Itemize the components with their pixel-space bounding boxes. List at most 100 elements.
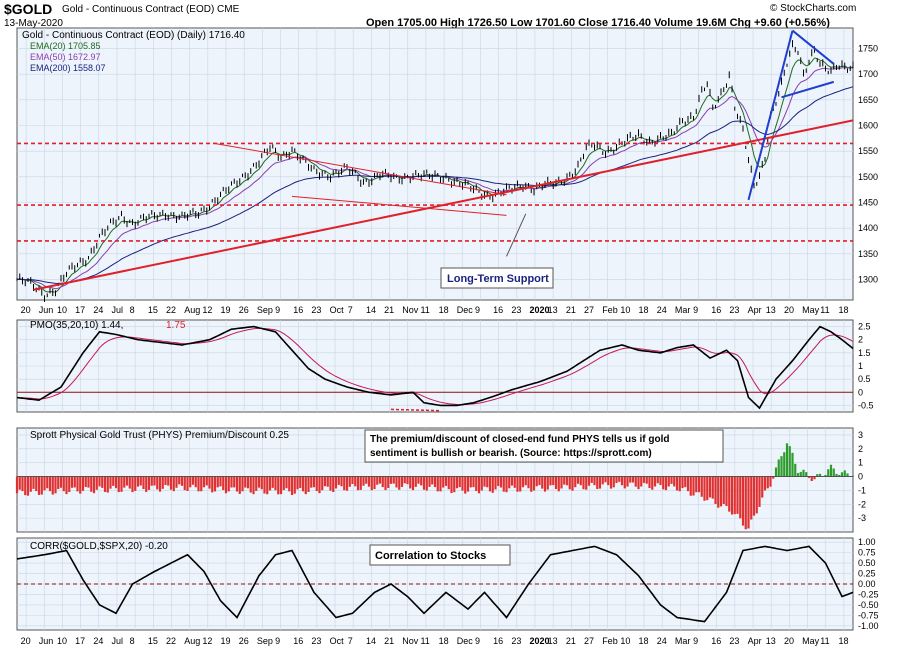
phys-bar xyxy=(686,476,690,492)
y-tick-label: -1.00 xyxy=(858,621,879,631)
phys-bar xyxy=(189,476,192,488)
phys-bar xyxy=(310,476,313,488)
phys-bar xyxy=(208,476,211,489)
phys-bar xyxy=(695,476,698,493)
phys-bar xyxy=(604,476,607,483)
x-tick-label: 22 xyxy=(166,636,176,646)
phys-bar xyxy=(475,476,478,492)
x-tick-label: 16 xyxy=(493,636,503,646)
phys-bar xyxy=(315,476,318,492)
x-tick-label: 7 xyxy=(348,305,353,315)
phys-bar xyxy=(73,476,76,488)
phys-bar xyxy=(497,476,500,487)
phys-bar xyxy=(824,474,827,477)
corr-annotation-text: Correlation to Stocks xyxy=(375,550,486,562)
y-tick-label: -2 xyxy=(858,499,866,509)
x-tick-label: 24 xyxy=(93,305,103,315)
pmo-panel: -0.5 0 0.5 1 1.5 2 2.5 xyxy=(16,319,874,413)
phys-bar xyxy=(799,471,802,477)
phys-bar xyxy=(761,476,764,498)
phys-bar xyxy=(224,476,228,494)
phys-bar xyxy=(807,476,811,478)
channel-line-top xyxy=(214,142,507,196)
phys-bar xyxy=(57,476,60,489)
x-tick-label: 16 xyxy=(293,305,303,315)
phys-bar xyxy=(733,476,736,515)
phys-bar xyxy=(101,476,104,488)
x-tick-label: Feb xyxy=(602,305,618,315)
phys-bar xyxy=(552,476,555,486)
x-tick-label: Dec xyxy=(457,305,474,315)
phys-bar xyxy=(508,476,511,489)
x-axis-bottom: 20 Jun 10 17 24 Jul 8 15 22 Aug 12 19 26 Sep 9 16 23 Oct 7… xyxy=(21,636,849,646)
phys-bar xyxy=(524,476,527,486)
phys-bar xyxy=(334,476,338,489)
phys-bar xyxy=(494,476,497,490)
x-tick-label: 21 xyxy=(384,636,394,646)
phys-bar xyxy=(458,476,461,488)
phys-bar xyxy=(678,476,681,492)
phys-bar xyxy=(409,476,412,489)
x-tick-label: 12 xyxy=(202,636,212,646)
phys-bar xyxy=(26,476,30,496)
phys-bar xyxy=(288,476,291,492)
x-tick-label: 9 xyxy=(693,636,698,646)
annotation-pointer xyxy=(506,213,527,257)
phys-bar xyxy=(640,476,643,487)
x-tick-label: 9 xyxy=(275,636,280,646)
long-term-support-line xyxy=(33,119,854,291)
y-tick-label: -0.5 xyxy=(858,400,874,410)
phys-bar xyxy=(546,476,549,490)
phys-bar xyxy=(750,476,753,520)
y-tick-label: 1400 xyxy=(858,223,878,233)
phys-bar xyxy=(299,476,302,488)
x-tick-label: Mar xyxy=(675,636,691,646)
x-tick-label: 11 xyxy=(420,305,429,315)
phys-bar xyxy=(384,476,387,491)
phys-bar xyxy=(513,476,516,488)
phys-bar xyxy=(395,476,398,488)
x-tick-label: Sep xyxy=(257,636,273,646)
phys-bar xyxy=(260,476,263,490)
phys-bar xyxy=(648,476,651,489)
phys-bar xyxy=(167,476,170,486)
phys-bar xyxy=(739,476,742,519)
support-annotation-text: Long-Term Support xyxy=(447,273,549,285)
phys-bar xyxy=(453,476,456,493)
phys-bar xyxy=(266,476,269,495)
x-tick-label: 10 xyxy=(620,305,630,315)
phys-bar xyxy=(692,476,695,496)
x-axis-middle: 20 Jun 10 17 24 Jul 8 15 22 Aug 12 19 26 Sep 9 16 23 Oct 7… xyxy=(21,305,849,315)
x-tick-label: 24 xyxy=(657,305,667,315)
phys-bar xyxy=(499,476,503,488)
x-tick-label: Apr xyxy=(748,636,762,646)
phys-bar xyxy=(98,476,101,487)
phys-bar xyxy=(343,476,346,491)
phys-bar xyxy=(700,476,703,497)
phys-bar xyxy=(505,476,508,493)
phys-bar xyxy=(774,467,778,477)
phys-bar xyxy=(145,476,148,492)
phys-bar xyxy=(472,476,475,488)
phys-bar xyxy=(582,476,585,490)
phys-bar xyxy=(843,470,846,477)
phys-bar xyxy=(637,476,640,490)
y-tick-label: 1.00 xyxy=(858,537,876,547)
y-tick-label: 1550 xyxy=(858,146,878,156)
phys-bar xyxy=(829,464,833,477)
phys-bar xyxy=(59,476,63,488)
phys-bar xyxy=(211,476,214,493)
x-tick-label: 19 xyxy=(221,636,231,646)
phys-bar xyxy=(387,476,390,489)
phys-bar xyxy=(425,476,428,491)
phys-bar xyxy=(321,476,324,491)
x-tick-label: 11 xyxy=(820,305,829,315)
phys-bar xyxy=(656,476,659,484)
x-tick-label: Oct xyxy=(330,305,345,315)
ohlc-readout: Open 1705.00 High 1726.50 Low 1701.60 Cl… xyxy=(366,17,830,29)
phys-bar xyxy=(153,476,156,486)
x-tick-label: 9 xyxy=(275,305,280,315)
x-tick-label: 8 xyxy=(130,305,135,315)
x-tick-label: Aug xyxy=(184,305,200,315)
